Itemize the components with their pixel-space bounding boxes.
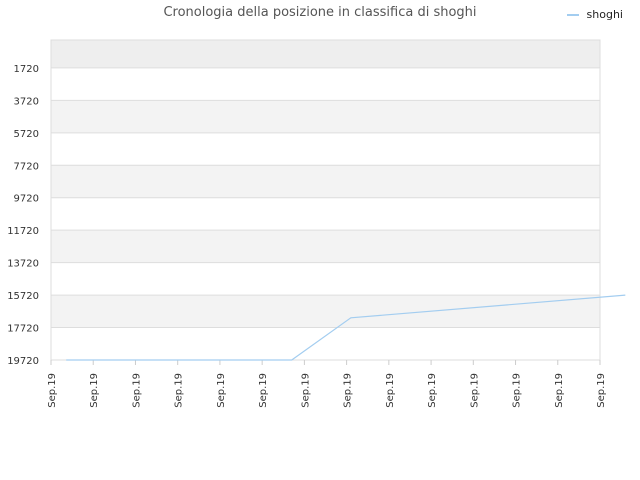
y-tick-label: 5720 bbox=[14, 129, 39, 140]
y-tick-label: 17720 bbox=[7, 324, 39, 335]
plot-band bbox=[51, 295, 600, 328]
y-tick-label: 1720 bbox=[14, 64, 39, 75]
x-tick-label: Sep.19 bbox=[385, 373, 396, 408]
x-tick-label: Sep.19 bbox=[512, 373, 523, 408]
plot-band bbox=[51, 165, 600, 198]
y-tick-label: 15720 bbox=[7, 291, 39, 302]
y-tick-label: 7720 bbox=[14, 161, 39, 172]
x-tick-label: Sep.19 bbox=[554, 373, 565, 408]
y-tick-label: 13720 bbox=[7, 259, 39, 270]
plot-band bbox=[51, 262, 600, 296]
x-tick-label: Sep.19 bbox=[89, 373, 100, 408]
x-tick-label: Sep.19 bbox=[216, 373, 227, 408]
series-line bbox=[66, 294, 626, 361]
plot-band bbox=[51, 327, 600, 360]
x-tick-label: Sep.19 bbox=[300, 373, 311, 408]
y-tick-label: 9720 bbox=[14, 194, 39, 205]
plot-band bbox=[51, 67, 600, 101]
y-tick-label: 19720 bbox=[7, 356, 39, 367]
plot-frame bbox=[50, 39, 601, 361]
x-tick-label: Sep.19 bbox=[469, 373, 480, 408]
plot-band bbox=[51, 197, 600, 231]
legend-label: shoghi bbox=[586, 8, 623, 21]
x-tick-label: Sep.19 bbox=[174, 373, 185, 408]
plot-band bbox=[51, 40, 600, 68]
plot-band bbox=[51, 230, 600, 263]
plot-band bbox=[51, 132, 600, 166]
x-tick-label: Sep.19 bbox=[427, 373, 438, 408]
x-tick-label: Sep.19 bbox=[596, 373, 607, 408]
legend[interactable]: shoghi bbox=[566, 8, 623, 21]
x-tick-label: Sep.19 bbox=[343, 373, 354, 408]
x-tick-label: Sep.19 bbox=[47, 373, 58, 408]
y-tick-label: 11720 bbox=[7, 226, 39, 237]
x-tick-label: Sep.19 bbox=[131, 373, 142, 408]
x-tick-label: Sep.19 bbox=[258, 373, 269, 408]
legend-line-icon bbox=[566, 13, 579, 16]
y-tick-label: 3720 bbox=[14, 96, 39, 107]
plot-band bbox=[51, 100, 600, 133]
chart-title: Cronologia della posizione in classifica… bbox=[163, 5, 477, 20]
